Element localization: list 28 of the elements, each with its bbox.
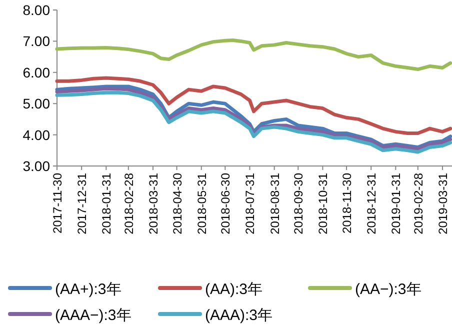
- y-tick-label: 8.00: [22, 2, 50, 18]
- x-tick-label: 2019-01-31: [389, 172, 404, 234]
- x-tick-label: 2018-10-31: [316, 172, 330, 234]
- y-tick-label: 5.00: [22, 96, 50, 112]
- x-tick-label: 2018-08-31: [268, 172, 282, 234]
- y-tick-label: 4.00: [22, 126, 50, 143]
- x-tick-label: 2018-11-30: [340, 172, 354, 234]
- x-tick-label: 2018-01-31: [100, 172, 114, 234]
- x-tick-label: 2018-04-30: [170, 172, 184, 234]
- x-tick-label: 2018-05-31: [194, 172, 209, 234]
- x-tick-label: 2019-03-31: [436, 172, 450, 234]
- legend-label: (AAA):3年: [205, 307, 273, 324]
- y-tick-label: 7.00: [22, 33, 50, 50]
- legend-label: (AA):3年: [205, 281, 263, 298]
- x-tick-label: 2018-12-31: [364, 172, 379, 234]
- x-tick-label: 2017-11-30: [50, 172, 64, 234]
- x-tick-label: 2018-07-31: [243, 172, 258, 234]
- legend-label: (AAA−):3年: [55, 307, 132, 324]
- x-tick-label: 2018-02-28: [122, 172, 136, 234]
- legend-label: (AA−):3年: [355, 281, 422, 298]
- y-tick-label: 6.00: [22, 64, 50, 80]
- x-tick-label: 2018-09-30: [292, 172, 306, 234]
- x-tick-label: 2018-06-30: [218, 172, 233, 234]
- x-tick-label: 2017-12-31: [75, 172, 90, 234]
- legend-label: (AA+):3年: [55, 281, 122, 298]
- y-tick-label: 3.00: [22, 158, 50, 174]
- x-tick-label: 2019-02-28: [411, 172, 426, 234]
- x-tick-label: 2018-03-31: [146, 172, 160, 234]
